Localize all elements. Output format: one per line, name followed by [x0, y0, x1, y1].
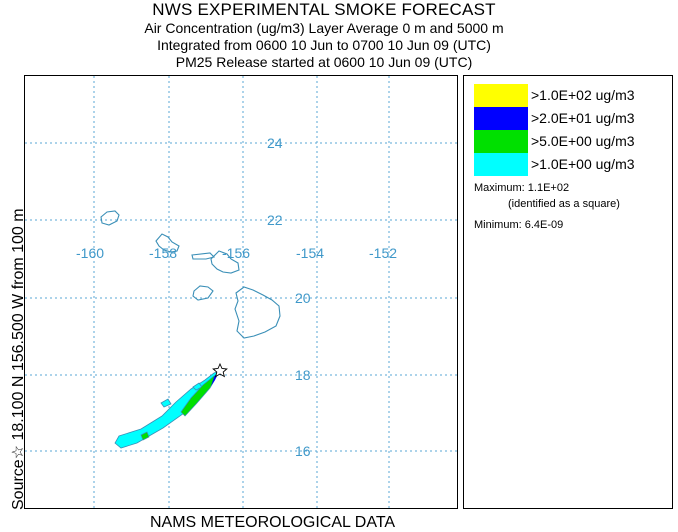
release-line: PM25 Release started at 0600 10 Jun 09 (…	[175, 54, 473, 70]
legend-item: >1.0E+02 ug/m3	[474, 84, 670, 107]
legend-label: >1.0E+02 ug/m3	[531, 87, 635, 103]
lon-label: -156	[222, 245, 250, 261]
lat-label: 22	[267, 212, 283, 228]
maximum-note: (identified as a square)	[508, 198, 620, 210]
lon-label: -152	[369, 245, 397, 261]
plume-cyan-patch	[160, 398, 172, 408]
legend-swatch-cyan	[474, 153, 528, 176]
island-maui	[210, 250, 240, 274]
plume-green	[180, 373, 219, 417]
legend-swatch-yellow	[474, 84, 528, 107]
legend-item: >1.0E+00 ug/m3	[474, 153, 670, 176]
lon-label: -158	[149, 245, 177, 261]
legend-panel: >1.0E+02 ug/m3 >2.0E+01 ug/m3 >5.0E+00 u…	[463, 75, 673, 509]
legend-swatch-green	[474, 130, 528, 153]
island-molokai	[191, 252, 216, 260]
legend-label: >2.0E+01 ug/m3	[531, 110, 635, 126]
star-icon	[212, 362, 228, 378]
smoke-map: -160 -158 -156 -154 -152 24 22 20 18 16	[25, 76, 457, 508]
lon-label: -154	[296, 245, 324, 261]
lat-label: 18	[295, 367, 311, 383]
concentration-line: Air Concentration (ug/m3) Layer Average …	[144, 20, 504, 36]
island-hawaii	[234, 286, 281, 339]
map-panel: -160 -158 -156 -154 -152 24 22 20 18 16	[24, 75, 458, 509]
meteorological-data-label: NAMS METEOROLOGICAL DATA	[150, 514, 396, 531]
lat-label: 20	[295, 290, 311, 306]
integration-line: Integrated from 0600 10 Jun to 0700 10 J…	[157, 37, 491, 53]
lon-label: -160	[76, 245, 104, 261]
legend-label: >1.0E+00 ug/m3	[531, 156, 635, 172]
legend-swatch-blue	[474, 107, 528, 130]
maximum-value: Maximum: 1.1E+02	[474, 182, 570, 194]
map-title: NWS EXPERIMENTAL SMOKE FORECAST	[152, 0, 496, 19]
legend-label: >5.0E+00 ug/m3	[531, 133, 635, 149]
lat-label: 24	[267, 135, 283, 151]
plume-cyan-outer	[114, 370, 221, 449]
plume-green-patch	[140, 431, 150, 441]
lat-label: 16	[295, 443, 311, 459]
island-niihau	[100, 210, 120, 226]
legend-item: >2.0E+01 ug/m3	[474, 107, 670, 130]
legend-item: >5.0E+00 ug/m3	[474, 130, 670, 153]
island-kahoolawe	[192, 285, 214, 301]
minimum-value: Minimum: 6.4E-09	[474, 219, 564, 231]
island-oahu	[155, 233, 180, 253]
